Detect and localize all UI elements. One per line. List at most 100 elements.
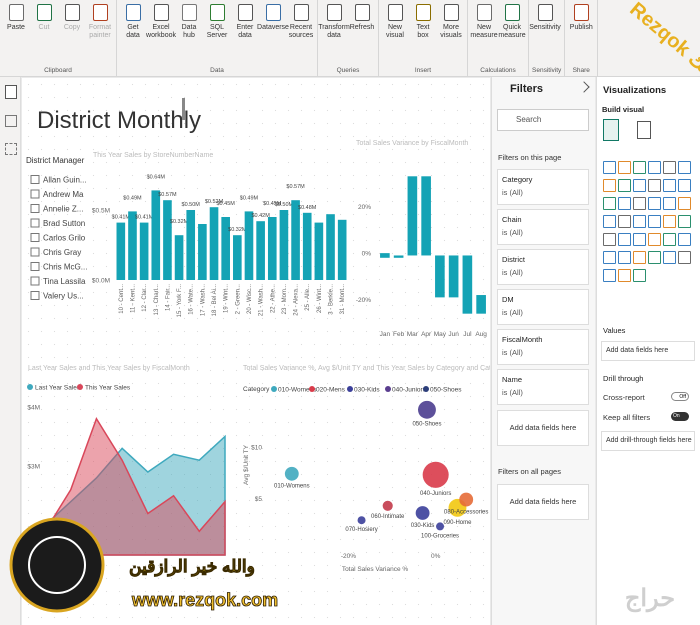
filter-card[interactable]: Chain is (All) bbox=[497, 209, 589, 245]
slicer-checkbox bbox=[30, 189, 40, 199]
chart-title: This Year Sales by StoreNumberName bbox=[93, 152, 213, 159]
ribbon-button[interactable]: Dataverse bbox=[257, 4, 289, 40]
data-label: $0.52M bbox=[205, 199, 224, 205]
visual-type-icon[interactable] bbox=[633, 215, 646, 228]
visual-type-icon[interactable] bbox=[603, 215, 616, 228]
visual-type-icon[interactable] bbox=[633, 233, 646, 246]
toggle[interactable]: On bbox=[671, 412, 689, 421]
visual-type-icon[interactable] bbox=[678, 215, 691, 228]
ribbon-button[interactable]: Cut bbox=[31, 4, 57, 40]
drop-zone[interactable]: Add data fields here bbox=[601, 341, 695, 361]
button-icon bbox=[181, 4, 197, 21]
ribbon-button[interactable]: More visuals bbox=[438, 4, 464, 40]
drop-zone[interactable]: Add data fields here bbox=[497, 484, 589, 520]
visual-type-icon[interactable] bbox=[603, 179, 616, 192]
visual-type-icon[interactable] bbox=[603, 197, 616, 210]
search-box[interactable]: Search bbox=[497, 109, 589, 131]
filter-state: is (All) bbox=[502, 308, 523, 317]
visual-type-icon[interactable] bbox=[663, 251, 676, 264]
toggle[interactable]: Off bbox=[671, 392, 689, 401]
visual-type-icon[interactable] bbox=[678, 161, 691, 174]
visual-type-icon[interactable] bbox=[603, 269, 616, 282]
filter-card[interactable]: Category is (All) bbox=[497, 169, 589, 205]
report-view-icon[interactable] bbox=[5, 85, 17, 99]
filter-state: is (All) bbox=[502, 228, 523, 237]
x-tick-label: 2 - Green... bbox=[235, 284, 241, 315]
bar bbox=[151, 190, 161, 280]
slicer-checkbox bbox=[30, 291, 40, 300]
visual-type-icon[interactable] bbox=[648, 251, 661, 264]
drop-zone[interactable]: Add data fields here bbox=[497, 410, 589, 446]
ribbon-button[interactable]: New measure bbox=[470, 4, 498, 40]
filter-card[interactable]: DM is (All) bbox=[497, 289, 589, 325]
build-visual-tab[interactable] bbox=[603, 119, 619, 141]
visual-type-icon[interactable] bbox=[648, 161, 661, 174]
visual-type-icon[interactable] bbox=[648, 233, 661, 246]
ribbon-group: New measure Quick measure Calculations bbox=[468, 0, 529, 76]
bar bbox=[291, 200, 300, 280]
visual-type-icon[interactable] bbox=[603, 251, 616, 264]
data-view-icon[interactable] bbox=[5, 115, 17, 127]
visual-type-icon[interactable] bbox=[678, 251, 691, 264]
visual-type-icon[interactable] bbox=[648, 179, 661, 192]
filter-name: Name bbox=[502, 375, 523, 384]
ribbon-button[interactable]: Paste bbox=[3, 4, 29, 40]
x-tick-label: Aug bbox=[475, 331, 487, 338]
visual-type-icon[interactable] bbox=[618, 215, 631, 228]
ribbon-button[interactable]: Copy bbox=[59, 4, 85, 40]
visual-type-icon[interactable] bbox=[663, 215, 676, 228]
filter-card[interactable]: FiscalMonth is (All) bbox=[497, 329, 589, 365]
visual-type-icon[interactable] bbox=[603, 161, 616, 174]
visual-type-icon[interactable] bbox=[678, 179, 691, 192]
visual-type-icon[interactable] bbox=[678, 233, 691, 246]
filter-card[interactable]: District is (All) bbox=[497, 249, 589, 285]
ribbon-button[interactable]: Refresh bbox=[349, 4, 375, 40]
x-tick-label: 14 - Fair... bbox=[165, 284, 171, 311]
ribbon-button[interactable]: New visual bbox=[382, 4, 408, 40]
visual-type-icon[interactable] bbox=[633, 269, 646, 282]
visual-type-icon[interactable] bbox=[603, 233, 616, 246]
visual-type-icon[interactable] bbox=[618, 179, 631, 192]
ribbon-button[interactable]: Excel workbook bbox=[146, 4, 176, 40]
ribbon-button[interactable]: Sensitivity bbox=[529, 4, 561, 32]
visual-type-icon[interactable] bbox=[633, 161, 646, 174]
visual-type-icon[interactable] bbox=[648, 215, 661, 228]
visual-type-icon[interactable] bbox=[678, 197, 691, 210]
legend-label: 020-Mens bbox=[316, 387, 346, 394]
visual-type-icon[interactable] bbox=[618, 233, 631, 246]
filter-card[interactable]: Name is (All) bbox=[497, 369, 589, 405]
model-view-icon[interactable] bbox=[5, 143, 17, 155]
visual-type-icon[interactable] bbox=[663, 179, 676, 192]
x-tick-label: 0% bbox=[431, 553, 441, 560]
ribbon-button[interactable]: Text box bbox=[410, 4, 436, 40]
ribbon-group-label: Clipboard bbox=[44, 67, 72, 74]
visual-type-icon[interactable] bbox=[663, 233, 676, 246]
visual-type-icon[interactable] bbox=[633, 179, 646, 192]
ribbon-button[interactable]: Recent sources bbox=[288, 4, 314, 40]
visual-type-icon[interactable] bbox=[618, 269, 631, 282]
bar bbox=[116, 222, 126, 280]
ribbon-button[interactable]: Get data bbox=[120, 4, 146, 40]
ribbon-button[interactable]: SQL Server bbox=[204, 4, 230, 40]
drop-zone[interactable]: Add drill-through fields here bbox=[601, 431, 695, 451]
ribbon-button[interactable]: Quick measure bbox=[498, 4, 526, 40]
ribbon-button[interactable]: Enter data bbox=[232, 4, 258, 40]
visual-type-icon[interactable] bbox=[618, 161, 631, 174]
collapse-button[interactable] bbox=[578, 81, 590, 93]
button-icon bbox=[476, 4, 492, 21]
ribbon-button[interactable]: Transform data bbox=[318, 4, 350, 40]
y-tick-label: 0% bbox=[362, 251, 372, 258]
visual-type-icon[interactable] bbox=[663, 161, 676, 174]
visual-type-icon[interactable] bbox=[618, 251, 631, 264]
filter-name: DM bbox=[502, 295, 514, 304]
ribbon-button[interactable]: Publish bbox=[568, 4, 594, 32]
format-visual-tab[interactable] bbox=[637, 121, 651, 139]
bubble-label: 030-Kids bbox=[411, 523, 435, 529]
visual-type-icon[interactable] bbox=[633, 197, 646, 210]
visual-type-icon[interactable] bbox=[633, 251, 646, 264]
visual-type-icon[interactable] bbox=[618, 197, 631, 210]
visual-type-icon[interactable] bbox=[663, 197, 676, 210]
ribbon-button[interactable]: Data hub bbox=[176, 4, 202, 40]
ribbon-button[interactable]: Format painter bbox=[87, 4, 113, 40]
visual-type-icon[interactable] bbox=[648, 197, 661, 210]
